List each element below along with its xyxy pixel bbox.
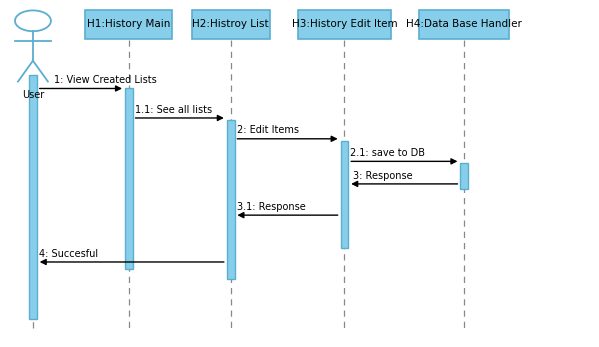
Text: 3: Response: 3: Response — [353, 171, 413, 181]
Text: H4:Data Base Handler: H4:Data Base Handler — [406, 19, 522, 29]
Bar — [226, 120, 235, 279]
Text: User: User — [22, 90, 44, 100]
Text: H3:History Edit Item: H3:History Edit Item — [292, 19, 397, 29]
Text: 2: Edit Items: 2: Edit Items — [237, 125, 299, 135]
Bar — [86, 9, 173, 39]
Text: 3.1: Response: 3.1: Response — [237, 202, 305, 212]
Text: 1.1: See all lists: 1.1: See all lists — [135, 104, 212, 115]
Bar — [340, 141, 349, 248]
Text: H2:Histroy List: H2:Histroy List — [192, 19, 269, 29]
Bar — [419, 9, 509, 39]
Bar — [461, 163, 468, 189]
Text: 2.1: save to DB: 2.1: save to DB — [350, 148, 425, 158]
Bar — [29, 75, 37, 319]
Bar — [192, 9, 270, 39]
Text: H1:History Main: H1:History Main — [87, 19, 171, 29]
Text: 4: Succesful: 4: Succesful — [39, 249, 98, 259]
Bar — [298, 9, 391, 39]
Text: 1: View Created Lists: 1: View Created Lists — [54, 75, 157, 85]
Bar — [125, 88, 133, 269]
